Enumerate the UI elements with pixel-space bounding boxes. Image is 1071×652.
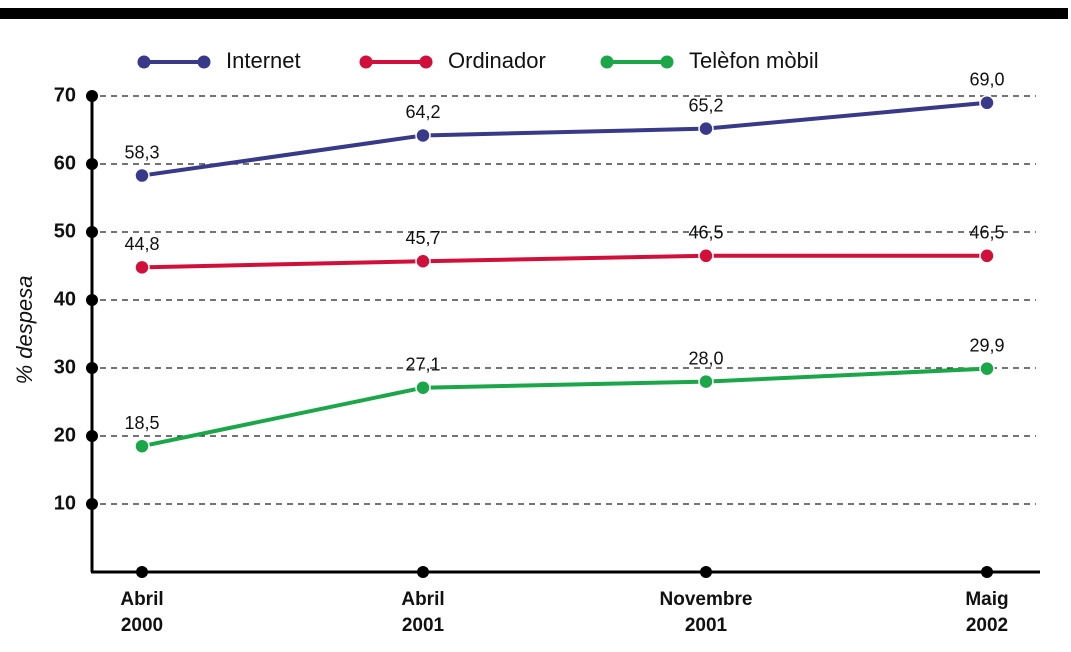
y-tick-label: 10 bbox=[54, 492, 76, 514]
series-line bbox=[141, 253, 987, 270]
y-tick-dot bbox=[86, 294, 98, 306]
data-label: 45,7 bbox=[405, 228, 440, 248]
legend-label: Ordinador bbox=[448, 48, 546, 73]
legend-dot bbox=[359, 55, 373, 69]
y-tick-dot bbox=[86, 226, 98, 238]
data-point bbox=[698, 120, 714, 137]
data-label: 46,5 bbox=[688, 223, 723, 243]
x-tick-label: Maig 2002 bbox=[965, 589, 1009, 636]
y-tick-label: 50 bbox=[54, 220, 76, 242]
legend-label: Internet bbox=[226, 48, 301, 73]
data-point bbox=[134, 167, 150, 184]
data-label: 46,5 bbox=[969, 223, 1004, 243]
data-point bbox=[698, 248, 714, 264]
data-label: 28,0 bbox=[688, 348, 723, 368]
x-tick-dot bbox=[700, 566, 712, 578]
data-point bbox=[415, 379, 431, 396]
series-line bbox=[141, 366, 988, 449]
data-label: 64,2 bbox=[405, 102, 440, 122]
data-label: 58,3 bbox=[124, 142, 159, 162]
data-point bbox=[134, 259, 150, 276]
legend-dot bbox=[600, 55, 614, 69]
data-point bbox=[415, 253, 431, 269]
y-tick-dot bbox=[86, 498, 98, 510]
data-point bbox=[134, 438, 150, 454]
y-axis-label: % despesa bbox=[12, 276, 37, 385]
data-label: 69,0 bbox=[969, 70, 1004, 90]
y-tick-dot bbox=[86, 362, 98, 374]
y-tick-label: 30 bbox=[54, 356, 76, 378]
legend-dot bbox=[419, 55, 433, 69]
x-tick-dot bbox=[417, 566, 429, 578]
y-tick-label: 60 bbox=[54, 152, 76, 174]
data-label: 44,8 bbox=[124, 234, 159, 254]
y-tick-label: 70 bbox=[54, 84, 76, 106]
legend-dot bbox=[137, 55, 151, 69]
legend-label: Telèfon mòbil bbox=[689, 48, 819, 73]
y-tick-label: 20 bbox=[54, 424, 76, 446]
y-tick-dot bbox=[86, 90, 98, 102]
x-tick-dot bbox=[981, 566, 993, 578]
data-label: 27,1 bbox=[405, 354, 440, 374]
x-tick-label: Abril 2000 bbox=[120, 589, 164, 636]
data-label: 18,5 bbox=[124, 413, 159, 433]
y-tick-label: 40 bbox=[54, 288, 76, 310]
data-label: 65,2 bbox=[688, 95, 723, 115]
x-tick-label: Abril 2001 bbox=[401, 589, 445, 636]
data-label: 29,9 bbox=[969, 335, 1004, 355]
legend-dot bbox=[197, 55, 211, 69]
data-point bbox=[979, 95, 995, 111]
data-point bbox=[979, 360, 995, 377]
data-point bbox=[698, 373, 714, 390]
data-point bbox=[415, 127, 431, 144]
y-tick-dot bbox=[86, 430, 98, 442]
top-bar bbox=[0, 8, 1068, 19]
y-tick-dot bbox=[86, 158, 98, 170]
series-line bbox=[141, 100, 988, 178]
data-point bbox=[979, 248, 995, 264]
legend-dot bbox=[660, 55, 674, 69]
x-tick-label: Novembre 2001 bbox=[659, 589, 753, 636]
x-tick-dot bbox=[136, 566, 148, 578]
